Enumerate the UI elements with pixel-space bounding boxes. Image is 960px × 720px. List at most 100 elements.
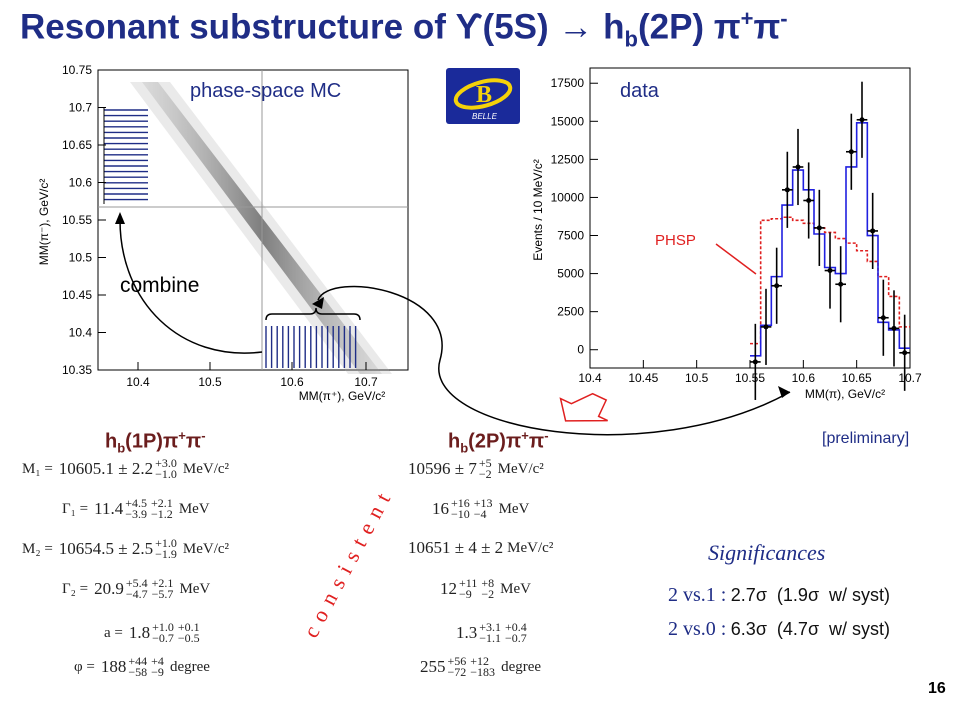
right-ytick-label: 7500 — [557, 229, 584, 243]
result-row: Γ₁ = 11.4 +4.5 −3.9 +2.1 −1.2 MeV — [62, 496, 210, 521]
result-row: a = 1.8 +1.0 −0.7 +0.1 −0.5 — [104, 620, 200, 645]
result-unit: MeV — [178, 500, 210, 517]
left-ytick-label: 10.45 — [62, 288, 92, 302]
left-xtick-label: 10.6 — [280, 375, 304, 389]
result-value: 10605.1 ± 2.2 — [58, 459, 154, 478]
right-xtick-label: 10.6 — [792, 371, 816, 385]
sig-row-2-label: 2 vs.0 : — [668, 618, 727, 640]
consistent-label: consistent — [298, 481, 399, 642]
result-row: 12 +11 −9 +8 −2 MeV — [440, 576, 531, 601]
right-ytick-label: 15000 — [551, 114, 585, 128]
phase-space-label: phase-space MC — [190, 80, 342, 102]
sig-row-1: 2 vs.1 : 2.7σ (1.9σ w/ syst) — [668, 584, 890, 607]
result-unit: MeV — [498, 500, 530, 517]
data-point — [774, 283, 780, 289]
right-ytick-label: 0 — [577, 343, 584, 357]
phase-space-scatter-plot: 10.75 10.7 10.65 10.6 10.55 10.5 10.45 10.4 10.3… — [37, 63, 409, 403]
result-value: 1.8 — [128, 623, 151, 642]
result-value: 188 — [100, 657, 127, 676]
result-row: Γ₂ = 20.9 +5.4 −4.7 +2.1 −5.7 MeV — [62, 576, 211, 601]
result-label: M₂ = — [22, 540, 53, 557]
right-ytick-label: 17500 — [551, 76, 585, 90]
phsp-label: PHSP — [655, 232, 696, 249]
sig-row-2: 2 vs.0 : 6.3σ (4.7σ w/ syst) — [668, 618, 890, 641]
data-point — [891, 325, 897, 331]
data-point — [827, 268, 833, 274]
slide-title: Resonant substructure of ϒ(5S) → hb(2P) … — [20, 6, 788, 52]
right-ytick-label: 2500 — [557, 305, 584, 319]
result-value: 10596 ± 7 — [408, 459, 477, 478]
data-point — [806, 197, 812, 203]
result-unit: MeV/c² — [182, 460, 230, 477]
result-value: 20.9 — [94, 579, 124, 598]
result-value: 255 — [420, 657, 446, 676]
left-ytick-label: 10.6 — [69, 176, 93, 190]
result-row: 10596 ± 7 +5 −2 MeV/c² — [408, 456, 544, 481]
sig-row-1-label: 2 vs.1 : — [668, 584, 727, 606]
data-label: data — [620, 80, 659, 102]
result-unit: degree — [169, 658, 210, 675]
result-row: M₂ = 10654.5 ± 2.5 +1.0 −1.9 MeV/c² — [22, 536, 230, 561]
result-value: 1.3 — [456, 623, 478, 642]
data-point — [784, 187, 790, 193]
data-point — [752, 359, 758, 365]
combine-arrowhead-left — [115, 212, 125, 224]
left-xtick-label: 10.7 — [354, 375, 378, 389]
result-row: M₁ = 10605.1 ± 2.2 +3.0 −1.0 MeV/c² — [22, 456, 230, 481]
result-row: φ = 188 +44 −58 +4 −9 degree — [74, 654, 210, 679]
phsp-series-line — [750, 216, 910, 345]
data-point — [880, 315, 886, 321]
right-ytick-label: 12500 — [551, 152, 585, 166]
right-xtick-label: 10.65 — [842, 371, 872, 385]
right-xtick-label: 10.45 — [628, 371, 658, 385]
result-value: 11.4 — [94, 499, 124, 518]
combine-label: combine — [120, 274, 200, 297]
right-ytick-label: 10000 — [551, 190, 585, 204]
col1-header: hb(1P)π+π- — [105, 428, 206, 456]
data-point — [848, 149, 854, 155]
left-xtick-label: 10.4 — [126, 375, 150, 389]
result-value: 10654.5 ± 2.5 — [58, 539, 154, 558]
right-ylabel: Events / 10 MeV/c² — [531, 159, 545, 260]
belle-logo: B BELLE — [446, 68, 520, 124]
svg-text:B: B — [476, 82, 492, 108]
result-row: 10651 ± 4 ± 2 MeV/c² — [408, 538, 553, 558]
left-ytick-label: 10.35 — [62, 363, 92, 377]
result-unit: MeV — [500, 580, 531, 597]
right-xtick-label: 10.5 — [685, 371, 709, 385]
right-xtick-label: 10.7 — [898, 371, 922, 385]
right-ytick-label: 5000 — [557, 267, 584, 281]
left-ytick-label: 10.75 — [62, 63, 92, 77]
result-unit: MeV/c² — [497, 460, 544, 477]
result-value: 16 — [432, 499, 449, 518]
result-row: 16 +16 −10 +13 −4 MeV — [432, 496, 530, 521]
result-label: Γ₂ = — [62, 580, 89, 597]
col2-header: hb(2P)π+π- — [448, 428, 549, 456]
left-ytick-label: 10.5 — [69, 251, 93, 265]
right-xtick-label: 10.4 — [578, 371, 602, 385]
data-point — [870, 228, 876, 234]
left-xlabel: MM(π⁺), GeV/c² — [299, 389, 386, 403]
result-row: 1.3 +3.1 −1.1 +0.4 −0.7 — [456, 620, 527, 645]
preliminary-label: [preliminary] — [822, 430, 910, 447]
data-point — [763, 324, 769, 330]
right-xlabel: MM(π), GeV/c² — [805, 387, 885, 401]
right-xtick-label: 10.55 — [735, 371, 765, 385]
phsp-pointer — [715, 243, 757, 275]
significances-title: Significances — [708, 540, 826, 565]
page-number: 16 — [928, 680, 946, 697]
result-value: 10651 ± 4 ± 2 — [408, 538, 504, 557]
combine-arrow-left — [119, 219, 263, 354]
left-ytick-label: 10.55 — [62, 213, 92, 227]
horizontal-slices — [103, 108, 148, 204]
left-xtick-label: 10.5 — [198, 375, 222, 389]
result-label: M₁ = — [22, 460, 53, 477]
result-label: φ = — [74, 658, 95, 675]
result-label: a = — [104, 624, 123, 641]
sig-row-2-value: 6.3σ (4.7σ w/ syst) — [730, 619, 891, 639]
data-histogram: 17500 15000 12500 10000 7500 5000 2500 0 10.4 10… — [531, 67, 922, 401]
data-point — [795, 164, 801, 170]
left-ylabel: MM(π⁻), GeV/c² — [37, 179, 51, 266]
data-point — [859, 117, 865, 123]
data-point — [902, 350, 908, 356]
